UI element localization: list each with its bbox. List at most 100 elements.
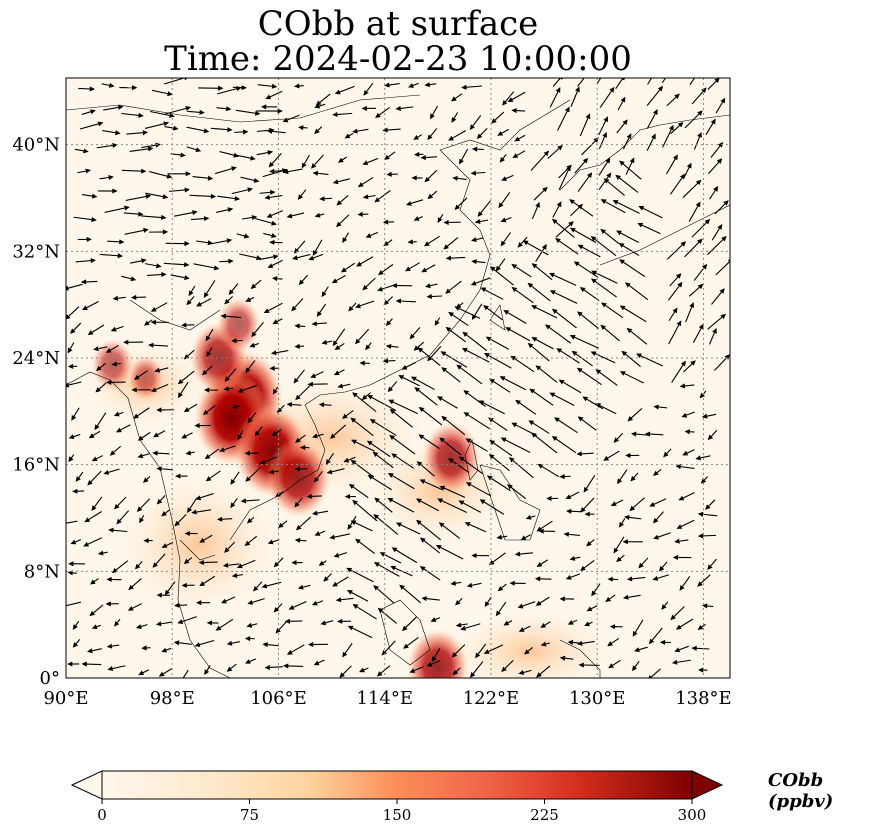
wind-arrowhead — [254, 110, 261, 116]
wind-arrow — [636, 353, 664, 367]
wind-arrowhead — [294, 537, 301, 543]
wind-arrowhead — [91, 624, 98, 630]
wind-arrowhead — [147, 146, 154, 152]
wind-arrowhead — [191, 509, 197, 515]
wind-arrowhead — [579, 287, 586, 293]
wind-arrowhead — [463, 390, 470, 396]
wind-arrowhead — [434, 320, 440, 326]
lon-tick-labels: 90°E 98°E 106°E 114°E 122°E 130°E 138°E — [43, 688, 731, 709]
wind-arrow — [596, 78, 602, 84]
wind-arrowhead — [462, 331, 469, 337]
wind-arrow — [489, 440, 513, 457]
wind-arrowhead — [150, 319, 157, 325]
wind-arrowhead — [254, 430, 260, 437]
wind-arrowhead — [119, 239, 125, 245]
wind-arrowhead — [569, 199, 575, 205]
wind-arrowhead — [72, 624, 78, 630]
wind-arrowhead — [325, 459, 331, 465]
wind-arrowhead — [418, 434, 425, 440]
wind-arrowhead — [268, 161, 275, 168]
wind-arrow — [619, 160, 642, 180]
wind-arrowhead — [96, 365, 102, 372]
wind-arrowhead — [638, 206, 645, 211]
wind-arrowhead — [697, 581, 703, 587]
wind-arrowhead — [704, 218, 711, 225]
wind-arrowhead — [161, 272, 167, 278]
wind-arrowhead — [244, 450, 250, 456]
wind-arrowhead — [206, 351, 212, 358]
wind-arrowhead — [387, 497, 394, 503]
wind-arrow — [666, 241, 686, 260]
wind-arrow — [373, 452, 394, 469]
wind-arrowhead — [336, 221, 342, 228]
colorbar-label: CObb (ppbv) — [768, 770, 834, 812]
wind-arrowhead — [710, 118, 716, 125]
wind-arrowhead — [298, 279, 305, 286]
wind-arrowhead — [676, 320, 682, 327]
wind-arrowhead — [177, 619, 184, 624]
wind-arrowhead — [312, 433, 318, 439]
wind-arrowhead — [584, 621, 590, 627]
wind-arrowhead — [67, 661, 73, 667]
wind-arrow — [352, 392, 377, 413]
wind-arrowhead — [582, 157, 589, 164]
wind-arrowhead — [485, 336, 492, 342]
wind-arrowhead — [262, 642, 268, 648]
wind-arrowhead — [337, 383, 344, 389]
wind-arrowhead — [110, 326, 117, 332]
wind-arrowhead — [607, 576, 613, 582]
wind-arrowhead — [626, 327, 633, 334]
wind-arrowhead — [108, 82, 115, 88]
wind-arrowhead — [652, 575, 659, 581]
map-title: CObb at surface — [257, 4, 539, 44]
wind-arrowhead — [185, 450, 192, 456]
wind-arrowhead — [712, 327, 717, 334]
wind-arrow — [462, 331, 488, 352]
wind-arrowhead — [192, 210, 198, 216]
wind-arrowhead — [195, 495, 202, 501]
wind-arrowhead — [466, 582, 473, 588]
wind-arrowhead — [294, 501, 300, 508]
wind-arrowhead — [306, 493, 312, 499]
wind-arrow — [574, 261, 599, 278]
wind-arrow — [552, 308, 577, 329]
wind-arrowhead — [318, 402, 325, 408]
wind-arrowhead — [277, 108, 283, 114]
wind-arrow — [163, 78, 186, 85]
wind-arrowhead — [148, 342, 154, 348]
wind-arrowhead — [610, 501, 617, 506]
wind-arrowhead — [291, 560, 297, 566]
wind-arrowhead — [87, 330, 94, 335]
wind-arrowhead — [243, 129, 249, 135]
wind-arrowhead — [479, 499, 486, 505]
wind-arrowhead — [387, 472, 394, 478]
wind-arrowhead — [67, 570, 73, 576]
wind-arrow — [373, 585, 395, 604]
wind-arrowhead — [226, 640, 233, 646]
wind-arrowhead — [359, 360, 365, 366]
wind-arrowhead — [194, 423, 200, 429]
wind-arrow — [613, 200, 640, 214]
wind-arrow — [619, 259, 646, 278]
wind-arrowhead — [514, 551, 521, 557]
wind-arrowhead — [335, 597, 342, 603]
wind-arrowhead — [586, 606, 593, 612]
wind-arrowhead — [454, 204, 461, 210]
wind-arrow — [554, 417, 578, 434]
wind-arrowhead — [243, 233, 250, 239]
wind-arrowhead — [350, 417, 357, 423]
wind-arrowhead — [138, 112, 144, 118]
wind-arrow — [388, 399, 418, 415]
wind-arrowhead — [184, 530, 190, 537]
wind-arrowhead — [250, 283, 257, 290]
wind-arrowhead — [424, 176, 431, 183]
wind-arrowhead — [373, 585, 379, 591]
wind-arrowhead — [362, 160, 369, 166]
wind-arrowhead — [181, 322, 187, 328]
wind-arrow — [440, 485, 466, 498]
wind-arrowhead — [652, 517, 659, 524]
wind-arrowhead — [334, 89, 341, 95]
wind-arrowhead — [156, 592, 162, 598]
wind-arrowhead — [531, 337, 538, 342]
wind-arrowhead — [375, 112, 381, 118]
